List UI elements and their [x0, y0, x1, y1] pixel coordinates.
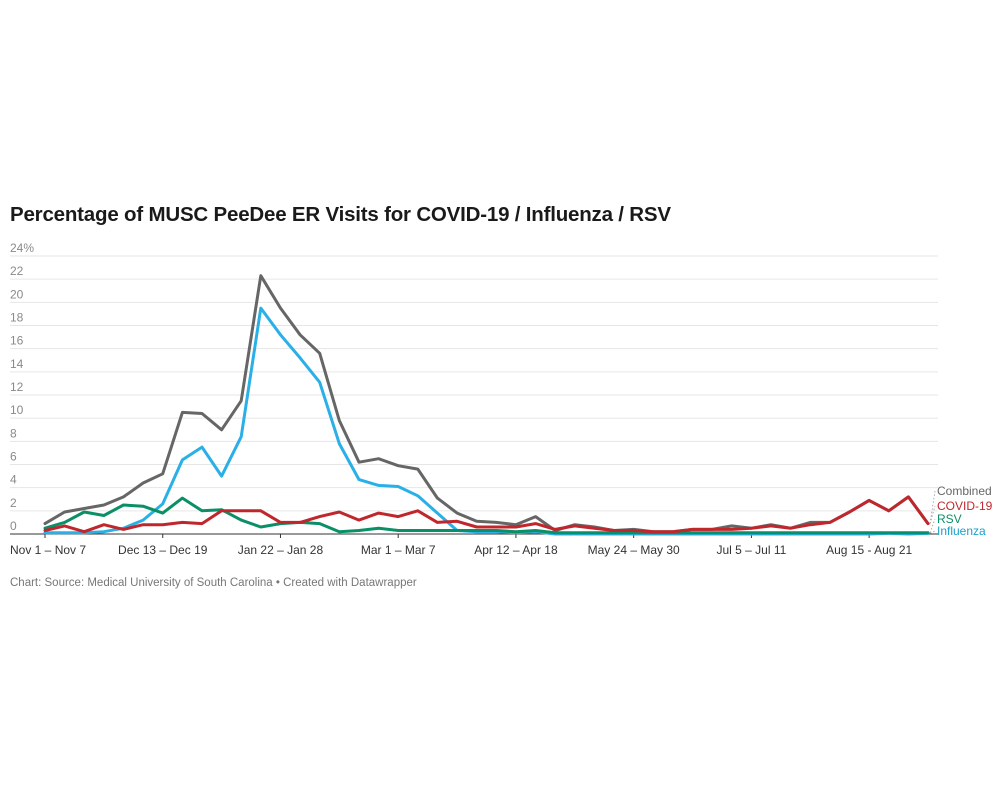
series-line-rsv — [43, 496, 930, 535]
label-leader-line — [929, 518, 936, 533]
label-leader-line — [929, 505, 936, 524]
y-tick-label: 10 — [10, 403, 24, 417]
x-tick-label: Nov 1 – Nov 7 — [10, 543, 86, 557]
series-line-covid-19 — [43, 495, 930, 534]
y-tick-label: 22 — [10, 264, 24, 278]
y-tick-label: 20 — [10, 287, 24, 301]
label-leader-line — [929, 530, 936, 534]
y-tick-label: 24% — [10, 241, 34, 255]
x-tick-label: Dec 13 – Dec 19 — [118, 543, 208, 557]
series-end-label: Influenza — [937, 524, 986, 538]
x-tick-label: Jan 22 – Jan 28 — [238, 543, 324, 557]
chart-title: Percentage of MUSC PeeDee ER Visits for … — [10, 203, 671, 226]
y-axis-ticks: 0 2 4 6 8 10 12 14 16 18 20 22 24% — [10, 241, 34, 533]
y-tick-label: 14 — [10, 357, 24, 371]
y-tick-label: 0 — [10, 519, 17, 533]
label-leader-line — [929, 490, 936, 524]
series-end-label: RSV — [937, 512, 962, 526]
series-end-label: Combined — [937, 484, 992, 498]
x-tick-label: Mar 1 – Mar 7 — [361, 543, 436, 557]
y-tick-label: 18 — [10, 311, 24, 325]
series-lines — [43, 274, 930, 536]
series-end-label: COVID-19 — [937, 499, 993, 513]
grid-layer — [10, 255, 938, 535]
y-tick-label: 2 — [10, 496, 17, 510]
y-tick-label: 6 — [10, 450, 17, 464]
y-tick-label: 12 — [10, 380, 24, 394]
y-tick-label: 16 — [10, 334, 24, 348]
x-axis-ticks: Nov 1 – Nov 7 Dec 13 – Dec 19 Jan 22 – Jan… — [10, 534, 912, 557]
x-tick-label: Jul 5 – Jul 11 — [716, 543, 786, 557]
x-tick-label: Apr 12 – Apr 18 — [474, 543, 558, 557]
y-tick-label: 4 — [10, 473, 17, 487]
x-tick-label: May 24 – May 30 — [588, 543, 680, 557]
series-line-combined — [43, 274, 930, 534]
chart-footer: Chart: Source: Medical University of Sou… — [10, 577, 417, 589]
x-tick-label: Aug 15 - Aug 21 — [826, 543, 912, 557]
y-tick-label: 8 — [10, 426, 17, 440]
